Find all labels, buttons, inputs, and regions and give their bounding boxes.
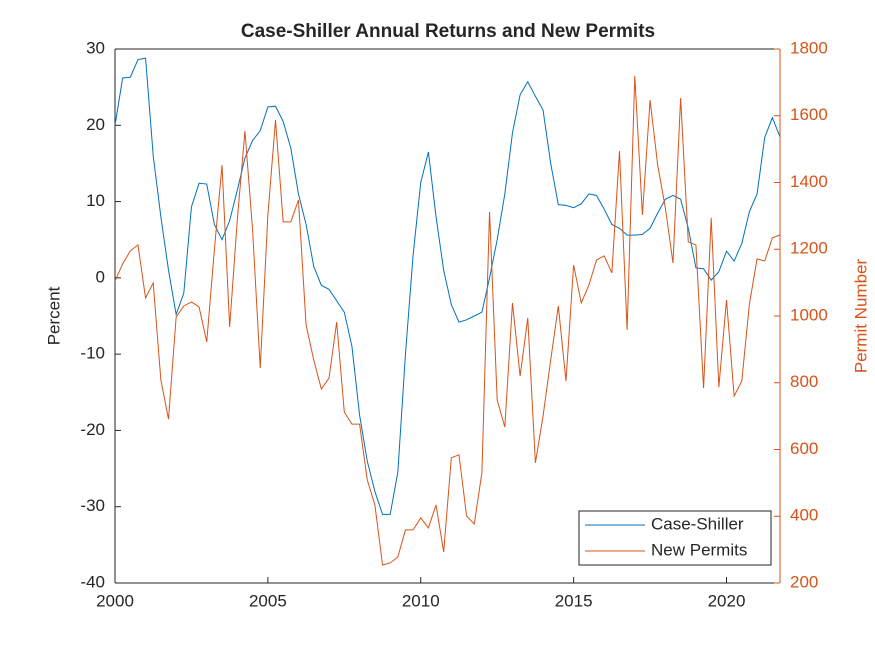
y-tick-label: -10 bbox=[80, 344, 105, 363]
y-tick-label: 20 bbox=[86, 115, 105, 134]
legend-label: Case-Shiller bbox=[651, 514, 744, 533]
y2-axis-label: Permit Number bbox=[851, 259, 870, 374]
x-tick-label: 2010 bbox=[402, 591, 440, 610]
y2-tick-label: 1000 bbox=[790, 305, 828, 324]
y-tick-label: -30 bbox=[80, 496, 105, 515]
x-tick-label: 2000 bbox=[96, 591, 134, 610]
y-axis-label: Percent bbox=[44, 286, 63, 345]
x-tick-label: 2020 bbox=[708, 591, 746, 610]
y2-tick-label: 1600 bbox=[790, 105, 828, 124]
y2-tick-label: 600 bbox=[790, 439, 818, 458]
legend-box bbox=[578, 510, 772, 566]
y2-tick-label: 200 bbox=[790, 572, 818, 591]
series-line bbox=[114, 76, 781, 566]
y2-tick-label: 400 bbox=[790, 506, 818, 525]
y-tick-label: 0 bbox=[96, 267, 105, 286]
y2-tick-label: 1400 bbox=[790, 172, 828, 191]
y2-tick-label: 1200 bbox=[790, 239, 828, 258]
x-tick-label: 2005 bbox=[249, 591, 287, 610]
y2-tick-label: 800 bbox=[790, 372, 818, 391]
series-line bbox=[114, 57, 781, 515]
y-tick-label: 30 bbox=[86, 38, 105, 57]
chart-title: Case-Shiller Annual Returns and New Perm… bbox=[241, 21, 655, 42]
y-tick-label: 10 bbox=[86, 191, 105, 210]
y-tick-label: -20 bbox=[80, 420, 105, 439]
y-tick-label: -40 bbox=[80, 572, 105, 591]
y2-tick-label: 1800 bbox=[790, 38, 828, 57]
legend-label: New Permits bbox=[651, 540, 747, 559]
x-tick-label: 2015 bbox=[555, 591, 593, 610]
